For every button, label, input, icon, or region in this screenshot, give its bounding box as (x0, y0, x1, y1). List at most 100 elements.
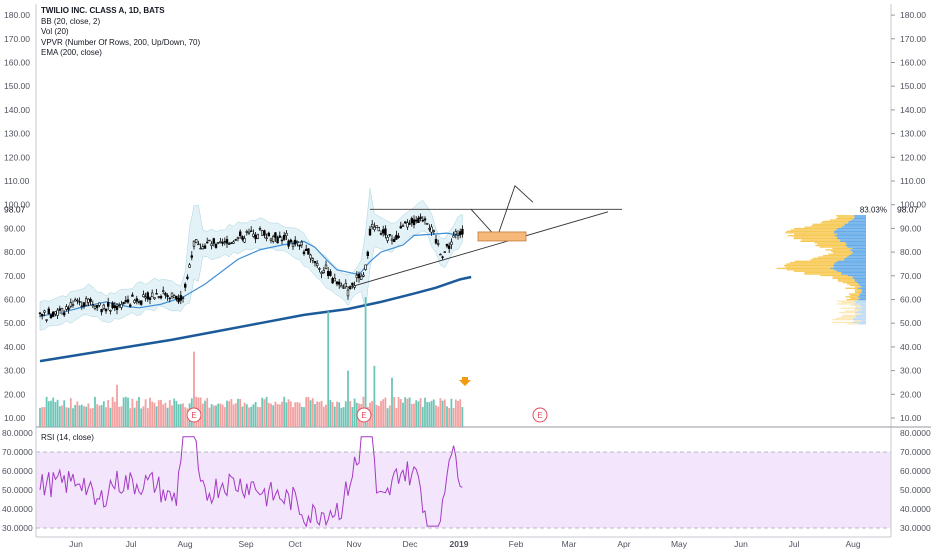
candle-body (346, 289, 350, 297)
candle-body (315, 263, 319, 266)
volume-bar (173, 398, 176, 427)
earnings-marker-circle (532, 407, 548, 423)
time-axis-label: 2019 (450, 539, 469, 549)
candle-body (126, 299, 130, 303)
volume-bar (39, 408, 41, 427)
candle-body (359, 275, 363, 280)
vpvr-bar-down (812, 223, 845, 225)
vpvr-bar-down (850, 284, 860, 287)
rsi-legend[interactable]: RSI (14, close) (41, 433, 94, 442)
volume-bar (228, 401, 231, 427)
candle-body (120, 304, 123, 308)
vpvr-bar-down (854, 286, 862, 288)
volume-bar (386, 408, 389, 427)
vpvr-bar-down (820, 274, 848, 277)
candle-body (318, 268, 321, 270)
volume-bar (274, 401, 277, 427)
vpvr-bar-down (785, 232, 834, 234)
chart-legend: TWILIO INC. CLASS A, 1D, BATS BB (20, cl… (41, 6, 200, 59)
vpvr-bar-down (828, 253, 851, 255)
candle-body (243, 238, 246, 243)
volume-bar (408, 397, 411, 427)
volume-bar (221, 404, 224, 427)
indicator-vol[interactable]: Vol (20) (41, 27, 69, 36)
candle-body (452, 235, 455, 238)
volume-bar (340, 407, 343, 427)
volume-bar (419, 398, 422, 427)
time-axis-label: Apr (617, 539, 630, 549)
vpvr-bar-down (823, 254, 849, 257)
candle-body (410, 218, 413, 224)
price-axis-tick-label: 40.00 (900, 342, 922, 352)
vpvr-bar-down (832, 318, 853, 321)
vpvr-bar-down (794, 233, 838, 235)
volume-bar (353, 398, 356, 427)
candle-body (118, 304, 121, 307)
vpvr-bar-up (861, 308, 866, 311)
indicator-vpvr[interactable]: VPVR (Number Of Rows, 200, Up/Down, 70) (41, 37, 201, 47)
indicator-ema[interactable]: EMA (200, close) (41, 48, 102, 57)
candle-body (43, 310, 46, 313)
candle-body (195, 239, 198, 243)
candle-body (454, 231, 457, 235)
candle-body (93, 305, 97, 309)
volume-bar (278, 404, 281, 427)
vpvr-bar-up (852, 318, 866, 321)
candle-body (280, 239, 284, 242)
candle-body (291, 243, 295, 247)
left-price-axis-tick-label: 80.00 (4, 247, 26, 257)
left-price-axis-tick-label: 100.00 (4, 200, 30, 210)
vpvr-bar-down (837, 216, 855, 218)
candle-body (166, 295, 169, 298)
volume-bar (102, 401, 105, 427)
candle-body (129, 304, 132, 307)
rsi-axis-tick-label: 30.0000 (900, 523, 931, 533)
vpvr-bar-down (812, 257, 845, 260)
candle-body (245, 230, 248, 233)
volume-bar (168, 400, 171, 427)
candle-body (221, 242, 224, 244)
candle-body (40, 314, 44, 317)
left-rsi-axis-tick-label: 30.0000 (2, 523, 33, 533)
volume-bar (404, 397, 407, 427)
candle-body (45, 319, 48, 321)
vpvr-bar-down (785, 266, 834, 268)
vpvr-bar-up (848, 220, 866, 223)
candle-body (144, 296, 147, 299)
volume-bar (305, 397, 308, 427)
left-rsi-axis-tick-label: 80.0000 (2, 428, 33, 438)
vpvr-bar-down (841, 301, 857, 304)
volume-bar (289, 401, 292, 427)
price-axis-tick-label: 130.00 (900, 129, 926, 139)
volume-bar (76, 401, 79, 427)
vpvr-bar-up (858, 283, 866, 285)
vpvr-bar-up (833, 264, 866, 267)
indicator-bb[interactable]: BB (20, close, 2) (41, 16, 101, 26)
candle-body (184, 283, 187, 288)
candle-body (302, 251, 306, 255)
time-axis-label: Jun (69, 539, 83, 549)
vpvr-bar-up (844, 223, 866, 225)
support-trendline (347, 211, 609, 289)
candle-body (408, 223, 411, 225)
time-axis-label: Nov (346, 539, 362, 549)
volume-bar (215, 405, 217, 427)
price-axis-tick-label: 30.00 (900, 366, 922, 376)
volume-bar (402, 402, 404, 427)
volume-bar (162, 404, 165, 427)
vpvr-bar-up (852, 250, 866, 252)
volume-bar (129, 408, 132, 427)
volume-bar (397, 397, 400, 427)
candle-body (85, 298, 88, 306)
volume-bar (344, 401, 347, 427)
volume-bar (91, 408, 94, 427)
candle-body (324, 264, 328, 269)
time-axis-label: Mar (562, 539, 577, 549)
volume-bar (67, 407, 70, 427)
vpvr-bar-up (837, 237, 866, 240)
candle-body (223, 241, 226, 243)
candle-body (51, 311, 55, 317)
candle-body (58, 308, 62, 311)
vpvr-bar-up (861, 306, 866, 308)
